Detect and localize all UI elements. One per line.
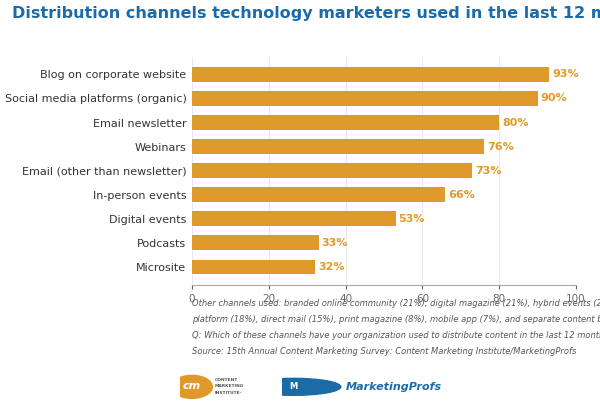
Circle shape — [172, 375, 212, 398]
Text: Distribution channels technology marketers used in the last 12 months: Distribution channels technology markete… — [12, 6, 600, 21]
Text: MARKETING: MARKETING — [215, 384, 244, 388]
Text: CONTENT: CONTENT — [215, 378, 238, 381]
Text: 53%: 53% — [398, 214, 425, 224]
Text: 33%: 33% — [322, 238, 348, 248]
Bar — [192, 187, 445, 202]
Circle shape — [247, 378, 341, 395]
Text: cm: cm — [183, 381, 201, 391]
Bar — [192, 139, 484, 154]
Bar — [192, 67, 549, 82]
Text: Source: 15th Annual Content Marketing Survey: Content Marketing Institute/Market: Source: 15th Annual Content Marketing Su… — [192, 347, 577, 356]
Text: 80%: 80% — [502, 118, 529, 128]
Text: 93%: 93% — [552, 69, 579, 80]
Bar — [192, 115, 499, 130]
Bar — [192, 163, 472, 178]
Text: platform (18%), direct mail (15%), print magazine (8%), mobile app (7%), and sep: platform (18%), direct mail (15%), print… — [192, 315, 600, 324]
Text: 32%: 32% — [318, 262, 344, 272]
Bar — [192, 211, 395, 226]
Text: 66%: 66% — [449, 190, 475, 200]
Bar — [192, 259, 315, 274]
Text: Q: Which of these channels have your organization used to distribute content in : Q: Which of these channels have your org… — [192, 331, 600, 340]
Text: 73%: 73% — [475, 166, 502, 176]
Text: MarketingProfs: MarketingProfs — [346, 382, 442, 392]
Text: M: M — [290, 382, 298, 391]
Bar — [192, 236, 319, 250]
Text: Other channels used: branded online community (21%), digital magazine (21%), hyb: Other channels used: branded online comm… — [192, 299, 600, 308]
Bar — [192, 91, 538, 106]
Text: 90%: 90% — [541, 93, 567, 103]
Text: INSTITUTE·: INSTITUTE· — [215, 391, 242, 395]
Text: 76%: 76% — [487, 142, 514, 152]
